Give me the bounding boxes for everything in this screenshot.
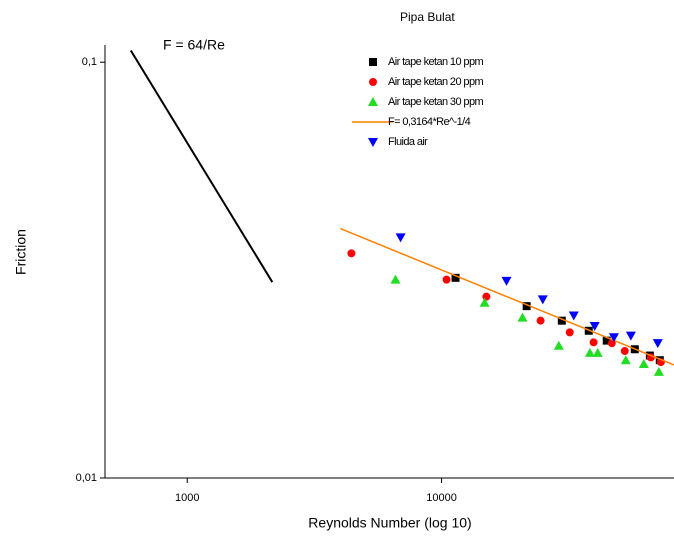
- data-point: [390, 274, 401, 284]
- legend-swatch: [369, 78, 377, 86]
- legend-swatch: [369, 58, 377, 66]
- fit-line: [340, 227, 674, 366]
- y-axis-label: Friction: [13, 229, 29, 275]
- legend-label: Air tape ketan 20 ppm: [388, 76, 483, 88]
- legend-label: Air tape ketan 30 ppm: [388, 96, 483, 108]
- legend-label: Air tape ketan 10 ppm: [388, 56, 483, 68]
- data-point: [589, 322, 600, 332]
- data-point: [553, 340, 564, 350]
- data-point: [620, 347, 629, 356]
- data-point: [638, 359, 649, 369]
- x-axis-label: Reynolds Number (log 10): [308, 515, 471, 531]
- legend-title: Pipa Bulat: [400, 10, 455, 24]
- data-point: [451, 273, 460, 282]
- data-point: [592, 347, 603, 357]
- data-point: [557, 316, 566, 325]
- data-point: [625, 331, 636, 341]
- data-point: [584, 347, 595, 357]
- data-point: [589, 338, 598, 347]
- data-point: [442, 275, 451, 284]
- data-point: [652, 339, 663, 349]
- data-point: [347, 249, 356, 258]
- data-point: [565, 328, 574, 337]
- data-point: [568, 311, 579, 321]
- y-tick-label: 0,01: [76, 472, 97, 484]
- data-point: [522, 302, 531, 311]
- x-tick-label: 10000: [426, 492, 457, 504]
- data-point: [479, 297, 490, 307]
- reference-line: [129, 49, 274, 283]
- y-tick-label: 0,1: [82, 56, 97, 68]
- data-point: [620, 355, 631, 365]
- legend-swatch: [368, 97, 378, 106]
- legend-swatch: [368, 138, 378, 147]
- data-point: [395, 233, 406, 243]
- legend-label: Fluida air: [388, 136, 428, 148]
- reference-label: F = 64/Re: [163, 37, 225, 53]
- data-point: [608, 333, 619, 343]
- data-point: [501, 276, 512, 286]
- data-point: [536, 316, 545, 325]
- x-tick-label: 1000: [175, 492, 199, 504]
- data-point: [517, 312, 528, 322]
- data-point: [482, 292, 491, 301]
- data-point: [602, 336, 611, 345]
- data-point: [653, 366, 664, 376]
- data-point: [537, 295, 548, 305]
- legend-label: F= 0,3164*Re^-1/4: [388, 116, 471, 128]
